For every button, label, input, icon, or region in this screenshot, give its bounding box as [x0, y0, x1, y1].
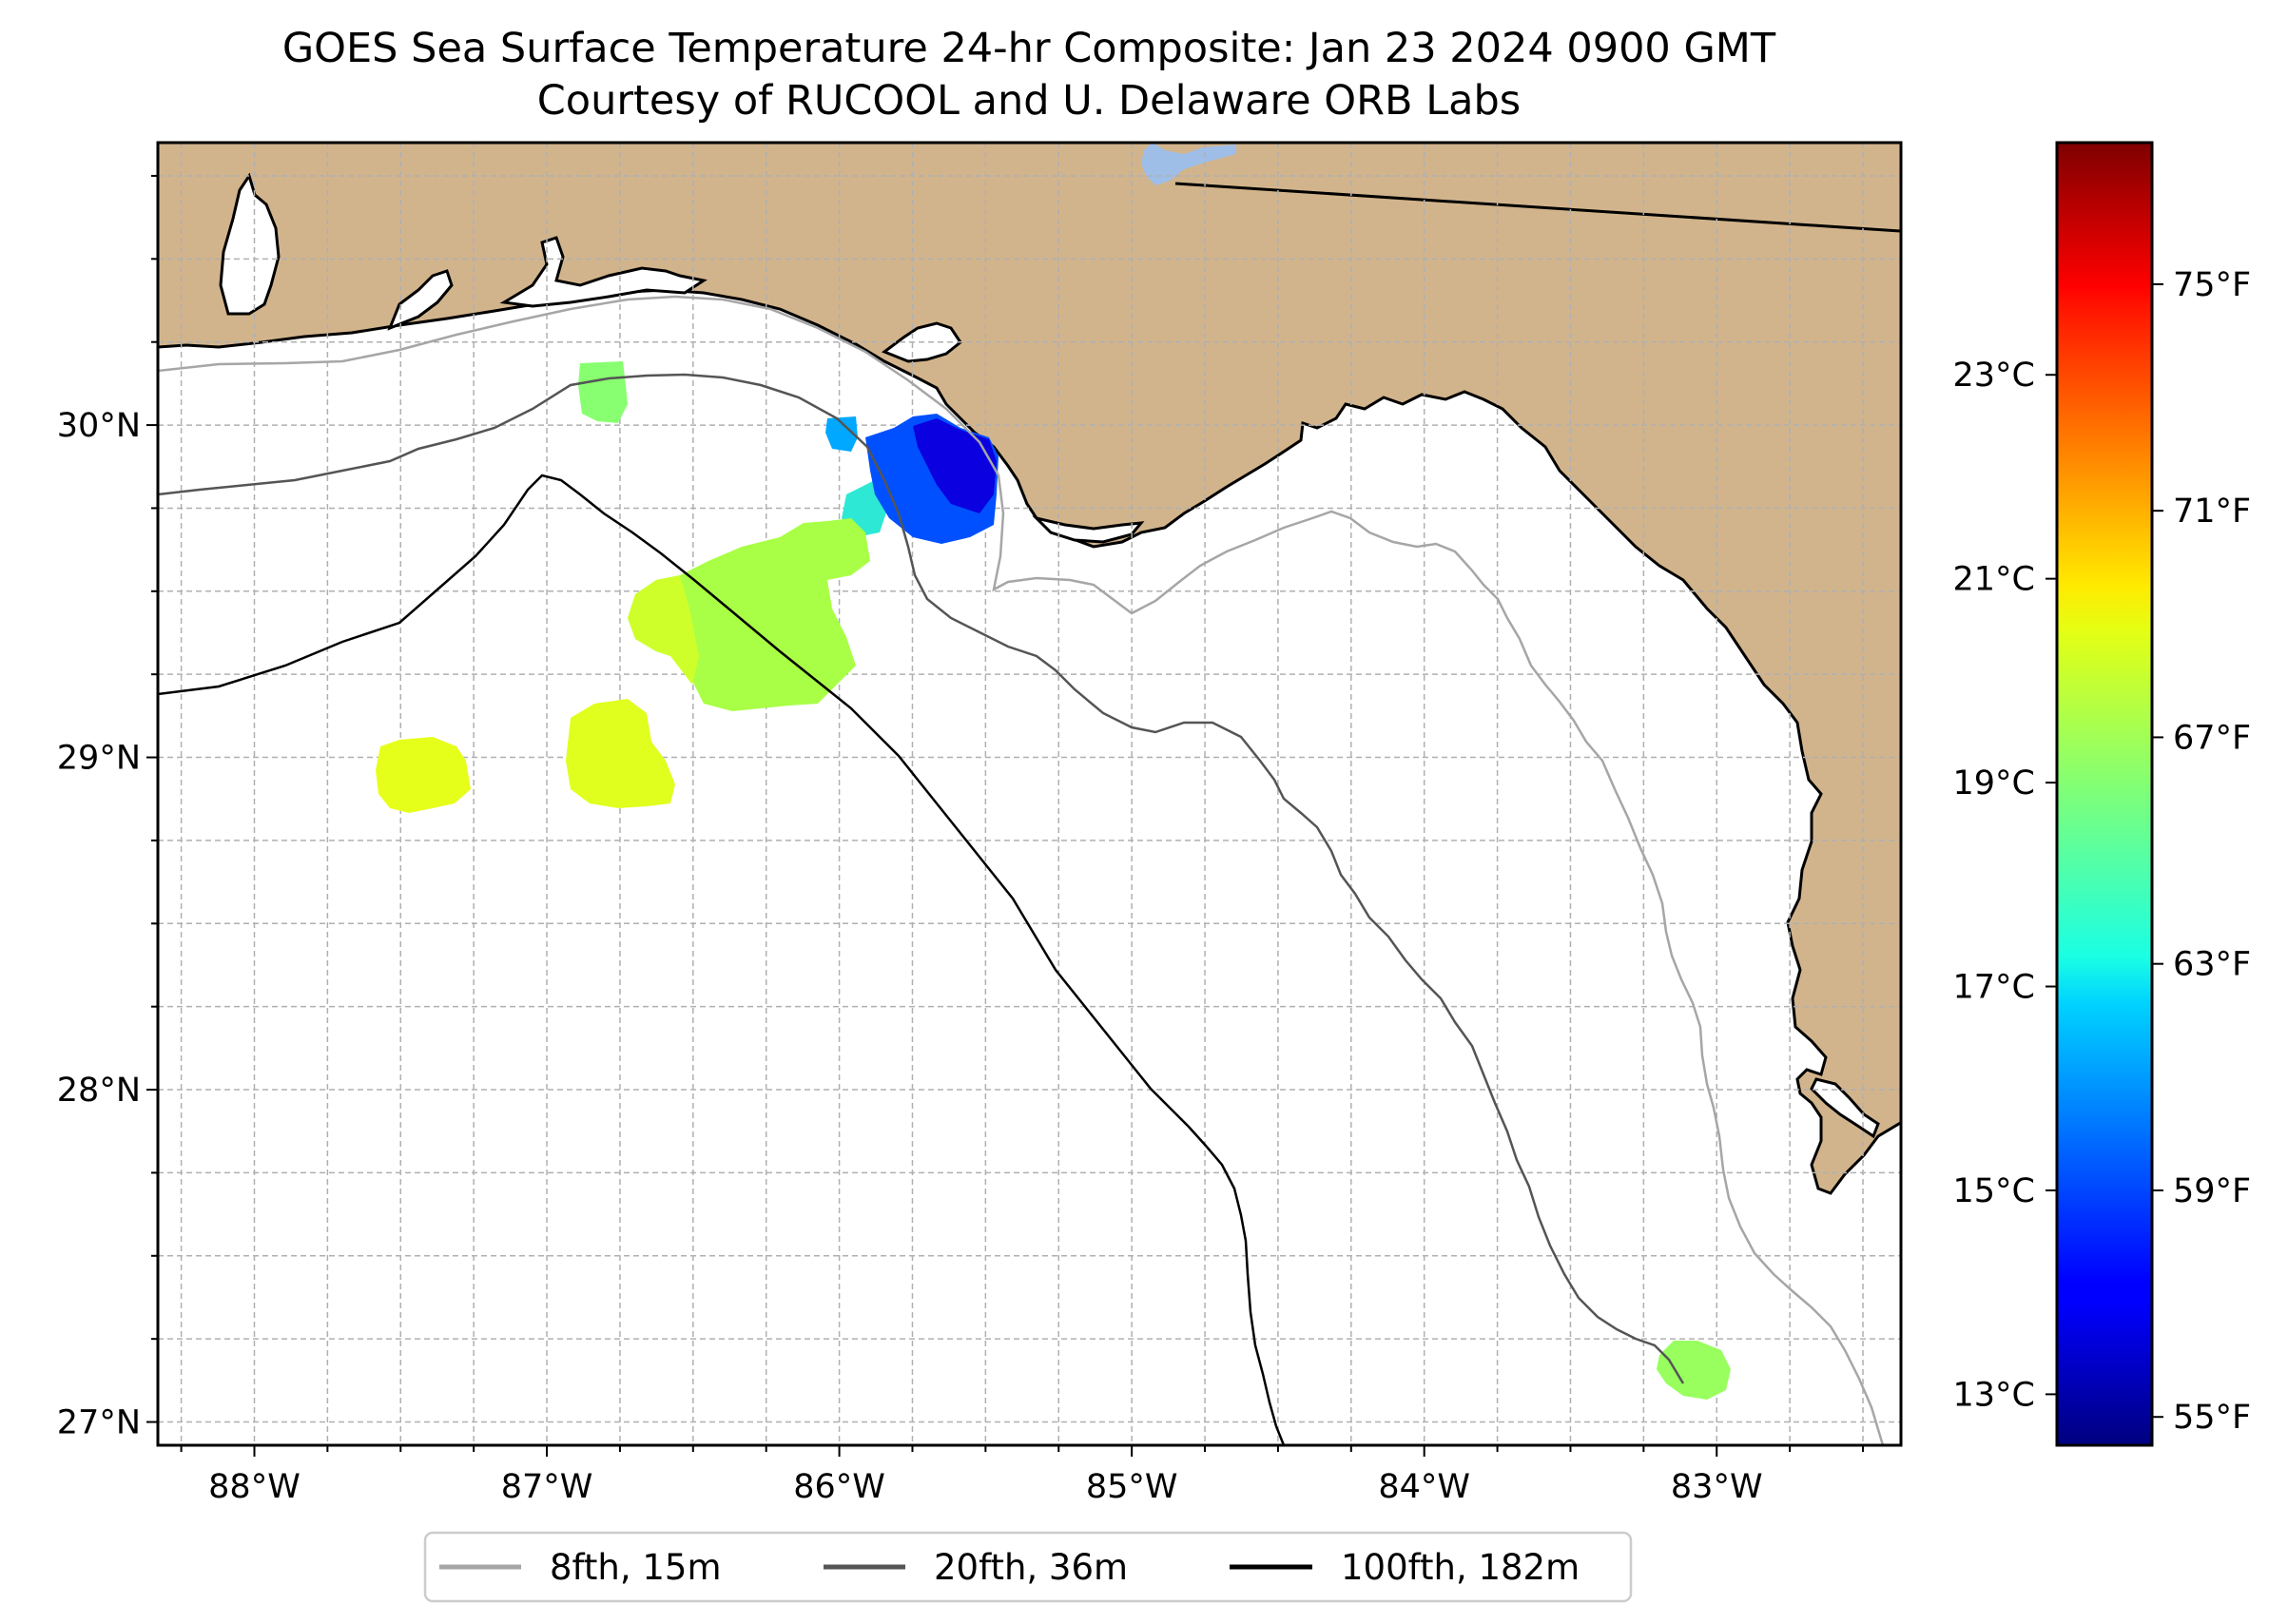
legend-label-100fth: 100fth, 182m [1341, 1547, 1580, 1588]
colorbar: 13°C 15°C 17°C 19°C 21°C 23°C 55°F 59°F 63°F 67°… [1953, 141, 2251, 1447]
lon-tick-label: 83°W [1671, 1468, 1763, 1506]
colorbar-fahrenheit-ticks: 55°F 59°F 63°F 67°F 71°F 75°F [2152, 266, 2251, 1437]
colorbar-gradient [2057, 143, 2152, 1445]
colorbar-frame [2055, 141, 2154, 1447]
sst-patch-southeast [1657, 1341, 1731, 1400]
colorbar-celsius-label: 15°C [1953, 1172, 2035, 1210]
latitude-axis: 30°N 29°N 28°N 27°N [57, 174, 158, 1442]
isobath-8fth [158, 295, 1885, 1445]
legend-label-8fth: 8fth, 15m [550, 1547, 722, 1588]
lon-tick-label: 85°W [1086, 1468, 1178, 1506]
land-mass [158, 143, 1901, 1195]
colorbar-fahrenheit-label: 71°F [2173, 493, 2251, 531]
colorbar-celsius-ticks: 13°C 15°C 17°C 19°C 21°C 23°C [1953, 357, 2057, 1414]
lon-tick-label: 88°W [208, 1468, 301, 1506]
pensacola-bay [387, 269, 454, 331]
colorbar-fahrenheit-label: 67°F [2173, 719, 2251, 757]
lat-tick-label: 28°N [57, 1072, 141, 1110]
sst-patch-west [376, 737, 471, 813]
sst-patch-cold-edge [825, 416, 858, 452]
longitude-axis: 88°W 87°W 86°W 85°W 84°W 83°W [180, 1445, 1865, 1506]
sst-patch-center-west [566, 699, 675, 808]
lat-tick-label: 30°N [57, 407, 141, 445]
sst-patch-north [578, 361, 628, 423]
legend: 8fth, 15m 20fth, 36m 100fth, 182m [423, 1531, 1633, 1603]
map-area [158, 143, 1901, 1445]
state-border [1174, 182, 1901, 233]
legend-label-20fth: 20fth, 36m [934, 1547, 1128, 1588]
lon-tick-label: 87°W [501, 1468, 593, 1506]
colorbar-celsius-label: 13°C [1953, 1376, 2035, 1414]
tampa-bay [1810, 1077, 1880, 1139]
apalachicola-bay [1032, 515, 1145, 544]
chart-title: GOES Sea Surface Temperature 24-hr Compo… [282, 25, 1776, 72]
colorbar-fahrenheit-label: 63°F [2173, 946, 2251, 984]
sst-patch-main-yellow [628, 575, 699, 685]
colorbar-celsius-label: 19°C [1953, 764, 2035, 802]
choctawhatchee-bay [499, 236, 708, 308]
colorbar-celsius-label: 23°C [1953, 357, 2035, 395]
chart-subtitle: Courtesy of RUCOOL and U. Delaware ORB L… [537, 77, 1521, 125]
colorbar-fahrenheit-label: 75°F [2173, 266, 2251, 304]
lon-tick-label: 86°W [793, 1468, 885, 1506]
isobath-100fth [158, 474, 1286, 1445]
colorbar-celsius-label: 21°C [1953, 561, 2035, 599]
colorbar-fahrenheit-label: 59°F [2173, 1172, 2251, 1210]
colorbar-fahrenheit-label: 55°F [2173, 1399, 2251, 1437]
isobath-20fth [158, 373, 1685, 1384]
sst-patch-cold-deep [913, 418, 997, 513]
lat-tick-label: 29°N [57, 740, 141, 778]
legend-box [423, 1531, 1633, 1603]
mobile-bay [219, 172, 281, 316]
map-frame [156, 141, 1903, 1447]
colorbar-celsius-label: 17°C [1953, 969, 2035, 1007]
inland-lake [1141, 143, 1236, 185]
lon-tick-label: 84°W [1378, 1468, 1470, 1506]
lat-tick-label: 27°N [57, 1404, 141, 1442]
